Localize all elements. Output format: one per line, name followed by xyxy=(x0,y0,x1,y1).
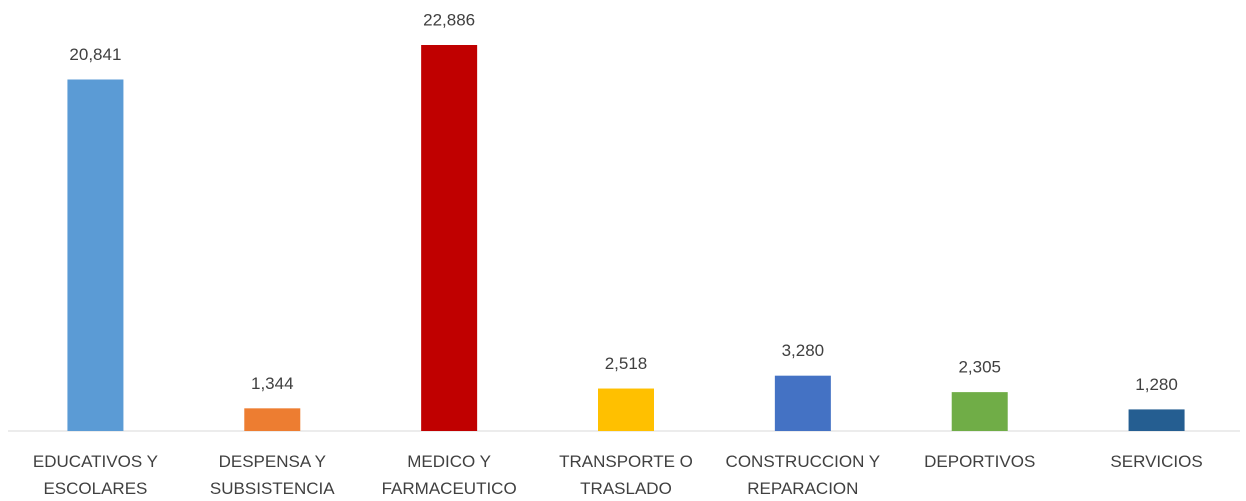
bar xyxy=(951,392,1008,431)
value-label: 3,280 xyxy=(782,341,825,360)
x-tick-label-line: EDUCATIVOS Y xyxy=(33,452,158,471)
x-tick-label: MEDICO Y FARMACEUTICO xyxy=(382,452,517,498)
x-tick-label-line: CONSTRUCCION Y xyxy=(726,452,881,471)
value-label: 2,305 xyxy=(958,358,1001,377)
value-label: 2,518 xyxy=(605,354,648,373)
bar xyxy=(421,45,478,431)
bar xyxy=(67,79,124,431)
x-tick-label: DEPORTIVOS xyxy=(924,452,1035,471)
value-label: 1,344 xyxy=(251,374,294,393)
x-tick-label-line: FARMACEUTICO xyxy=(382,479,517,498)
x-tick-label: EDUCATIVOS Y ESCOLARES xyxy=(33,452,158,498)
bar xyxy=(244,408,301,431)
x-tick-label-line: ESCOLARES xyxy=(43,479,147,498)
x-tick-label-line: TRANSPORTE O xyxy=(559,452,693,471)
bar xyxy=(598,388,654,431)
x-tick-label-line: REPARACION xyxy=(747,479,858,498)
x-tick-label-line: SUBSISTENCIA xyxy=(210,479,335,498)
value-label: 20,841 xyxy=(69,45,121,64)
x-tick-label-line: TRASLADO xyxy=(580,479,672,498)
value-label: 22,886 xyxy=(423,10,475,29)
bar xyxy=(774,375,831,431)
x-tick-label: DESPENSA Y SUBSISTENCIA xyxy=(210,452,335,498)
x-tick-label-line: DEPORTIVOS xyxy=(924,452,1035,471)
value-label: 1,280 xyxy=(1135,375,1178,394)
x-tick-label: CONSTRUCCION Y REPARACION xyxy=(726,452,881,498)
x-tick-label: TRANSPORTE O TRASLADO xyxy=(559,452,693,498)
x-tick-label-line: SERVICIOS xyxy=(1110,452,1202,471)
bar xyxy=(1128,409,1185,431)
x-tick-label-line: DESPENSA Y xyxy=(219,452,326,471)
x-tick-label: SERVICIOS xyxy=(1110,452,1202,471)
x-tick-label-line: MEDICO Y xyxy=(407,452,491,471)
